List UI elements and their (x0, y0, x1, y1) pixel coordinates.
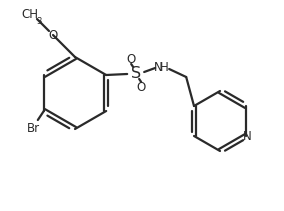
Text: 3: 3 (37, 16, 42, 26)
Text: N: N (154, 61, 162, 73)
Text: O: O (127, 53, 136, 65)
Text: CH: CH (22, 8, 39, 20)
Text: S: S (131, 65, 141, 81)
Text: N: N (243, 130, 251, 143)
Text: H: H (160, 61, 168, 73)
Text: O: O (137, 81, 146, 93)
Text: O: O (48, 28, 58, 42)
Text: Br: Br (27, 123, 40, 135)
